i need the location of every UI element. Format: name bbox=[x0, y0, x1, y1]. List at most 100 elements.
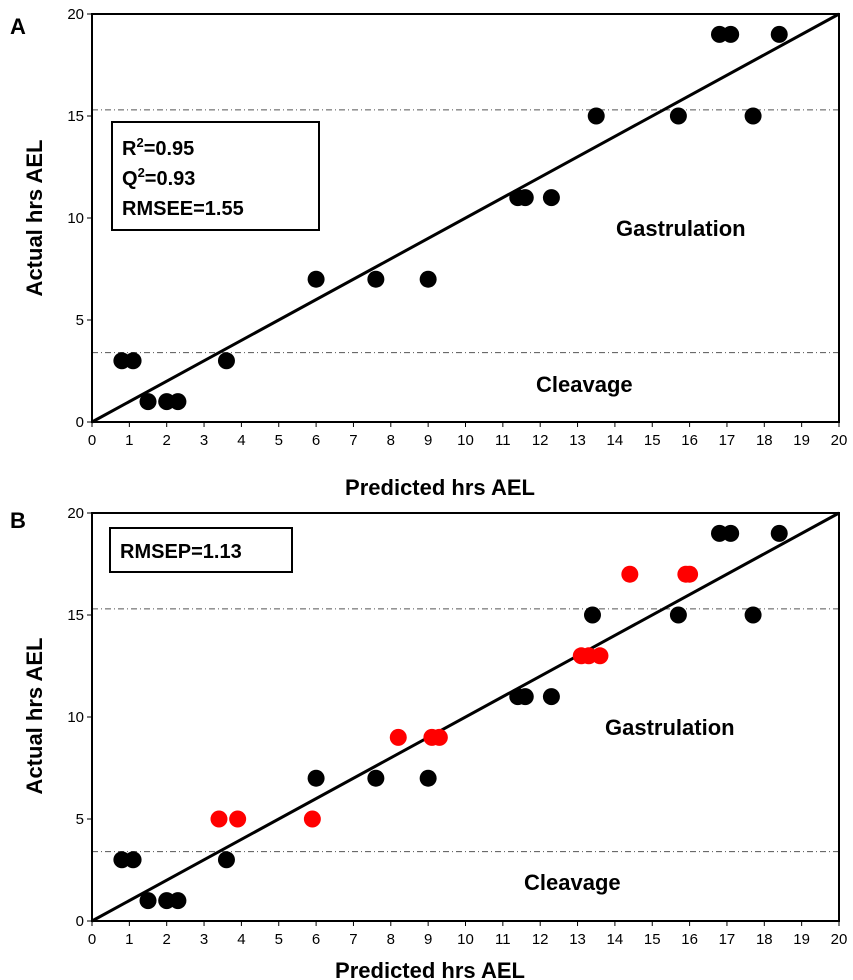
panel-b-series-0-point-2 bbox=[139, 892, 157, 910]
panel-b-series-0-point-6 bbox=[307, 769, 325, 787]
panel-b-series-1-point-5 bbox=[430, 728, 448, 746]
panel-a-gastrulation-label: Gastrulation bbox=[616, 216, 746, 241]
panel-a-series-0-point-8 bbox=[419, 270, 437, 288]
panel-a-series-0-point-2 bbox=[139, 393, 157, 411]
panel-a-series-0-point-4 bbox=[169, 393, 187, 411]
panel-b-x-tick-label-4: 4 bbox=[237, 931, 245, 948]
panel-a-y-tick-label-5: 5 bbox=[76, 312, 84, 329]
panel-b-x-tick-label-16: 16 bbox=[681, 931, 698, 948]
panel-b-x-tick-label-14: 14 bbox=[607, 931, 624, 948]
panel-b-series-0-point-1 bbox=[124, 851, 142, 869]
panel-a-x-tick-label-14: 14 bbox=[607, 432, 624, 449]
panel-b-identity-line bbox=[91, 511, 840, 923]
panel-a-x-tick-label-3: 3 bbox=[200, 432, 208, 449]
panel-a-x-tick-label-5: 5 bbox=[275, 432, 283, 449]
panel-b-x-axis-label: Predicted hrs AEL bbox=[335, 958, 525, 980]
panel-b-series-1-point-1 bbox=[229, 810, 247, 828]
panel-a-series-0-point-17 bbox=[770, 25, 788, 43]
panel-b-x-tick-label-12: 12 bbox=[532, 931, 549, 948]
panel-a-plot-frame bbox=[91, 13, 840, 423]
panel-a-y-tick-label-15: 15 bbox=[67, 108, 84, 125]
panel-a-x-axis-label: Predicted hrs AEL bbox=[345, 475, 535, 500]
panel-a-r2-label: R bbox=[122, 138, 137, 160]
panel-b-plot-frame bbox=[91, 512, 840, 922]
panel-b-x-tick-label-20: 20 bbox=[831, 931, 848, 948]
panel-a-x-tick-label-19: 19 bbox=[793, 432, 810, 449]
panel-b-x-tick-label-0: 0 bbox=[88, 931, 96, 948]
panel-b-x-tick-label-2: 2 bbox=[163, 931, 171, 948]
panel-b-x-tick-label-9: 9 bbox=[424, 931, 432, 948]
panel-b-rmsep-stat: RMSEP=1.13 bbox=[120, 541, 242, 563]
panel-a-cleavage-label: Cleavage bbox=[536, 372, 633, 397]
panel-a-series-0-point-5 bbox=[217, 352, 235, 370]
panel-b-x-tick-label-18: 18 bbox=[756, 931, 773, 948]
panel-a-x-tick-label-9: 9 bbox=[424, 432, 432, 449]
panel-b: B 0 1 2 3 4 5 6 7 8 9 10 11 12 13 14 15 16 17 18 19 20051015… bbox=[10, 505, 847, 980]
panel-a-series-0-point-12 bbox=[587, 107, 605, 125]
panel-a-stats-frame bbox=[111, 121, 320, 231]
panel-a-series-0-point-16 bbox=[744, 107, 762, 125]
panel-b-x-tick-label-1: 1 bbox=[125, 931, 133, 948]
panel-a-x-tick-label-18: 18 bbox=[756, 432, 773, 449]
panel-b-y-tick-label-0: 0 bbox=[76, 913, 84, 930]
panel-a-q2-superscript: 2 bbox=[138, 165, 145, 180]
panel-a-stats-box: R2=0.95 Q2=0.93 RMSEE=1.55 bbox=[111, 121, 320, 231]
panel-b-x-tick-label-13: 13 bbox=[569, 931, 586, 948]
panel-a-q2-label: Q bbox=[122, 168, 138, 190]
panel-a-series-0-point-6 bbox=[307, 270, 325, 288]
panel-b-series-1-point-8 bbox=[591, 647, 609, 665]
panel-a-identity-line bbox=[91, 12, 840, 424]
panel-b-series-0-point-17 bbox=[770, 524, 788, 542]
panel-a-x-tick-label-4: 4 bbox=[237, 432, 245, 449]
panel-a-q2-stat: Q2=0.93 bbox=[122, 165, 195, 190]
panel-b-stats-box: RMSEP=1.13 bbox=[109, 527, 293, 573]
panel-a-r2-stat: R2=0.95 bbox=[122, 135, 194, 160]
panel-a-x-tick-label-1: 1 bbox=[125, 432, 133, 449]
panel-b-series-1-point-9 bbox=[621, 565, 639, 583]
panel-a-x-tick-label-17: 17 bbox=[719, 432, 736, 449]
panel-b-x-tick-label-17: 17 bbox=[719, 931, 736, 948]
panel-a-x-tick-label-10: 10 bbox=[457, 432, 474, 449]
panel-a-y-axis-label: Actual hrs AEL bbox=[22, 140, 47, 297]
panel-b-label: B bbox=[10, 508, 26, 533]
panel-b-x-tick-label-6: 6 bbox=[312, 931, 320, 948]
panel-b-series-0-point-16 bbox=[744, 606, 762, 624]
panel-a-x-tick-label-7: 7 bbox=[349, 432, 357, 449]
panel-a-rmsee-stat: RMSEE=1.55 bbox=[122, 198, 244, 220]
panel-b-series-0-point-8 bbox=[419, 769, 437, 787]
panel-a-x-tick-label-20: 20 bbox=[831, 432, 848, 449]
panel-a-label: A bbox=[10, 14, 26, 39]
panel-a-r2-value: =0.95 bbox=[144, 138, 195, 160]
panel-b-series-1-point-0 bbox=[210, 810, 228, 828]
panel-b-gastrulation-label: Gastrulation bbox=[605, 715, 735, 740]
panel-a-x-tick-label-6: 6 bbox=[312, 432, 320, 449]
panel-b-series-1-point-3 bbox=[389, 728, 407, 746]
panel-a-y-tick-label-0: 0 bbox=[76, 414, 84, 431]
panel-b-y-axis-label: Actual hrs AEL bbox=[22, 638, 47, 795]
panel-b-y-tick-label-5: 5 bbox=[76, 811, 84, 828]
panel-a-y-tick-label-20: 20 bbox=[67, 6, 84, 23]
panel-a-x-tick-label-2: 2 bbox=[163, 432, 171, 449]
panel-b-y-tick-label-10: 10 bbox=[67, 709, 84, 726]
panel-b-x-tick-label-7: 7 bbox=[349, 931, 357, 948]
panel-a-series-0-point-15 bbox=[722, 25, 740, 43]
panel-a-x-tick-label-15: 15 bbox=[644, 432, 661, 449]
panel-a: A 0 1 2 3 4 5 6 7 8 9 10 11 12 13 14 15 16 17 18 19 20051015… bbox=[10, 6, 847, 500]
panel-a-series-0-point-7 bbox=[367, 270, 385, 288]
panel-b-series-0-point-7 bbox=[367, 769, 385, 787]
panel-b-series-0-point-10 bbox=[516, 688, 534, 706]
panel-b-series-0-point-4 bbox=[169, 892, 187, 910]
panel-a-x-tick-label-12: 12 bbox=[532, 432, 549, 449]
panel-b-x-tick-label-19: 19 bbox=[793, 931, 810, 948]
panel-b-y-tick-label-20: 20 bbox=[67, 505, 84, 522]
panel-b-y-tick-label-15: 15 bbox=[67, 607, 84, 624]
panel-b-x-tick-label-11: 11 bbox=[495, 931, 511, 948]
panel-b-x-tick-label-10: 10 bbox=[457, 931, 474, 948]
panel-a-x-tick-label-16: 16 bbox=[681, 432, 698, 449]
panel-b-series-1-point-11 bbox=[681, 565, 699, 583]
panel-a-series-0-point-13 bbox=[669, 107, 687, 125]
panel-a-series-0-point-10 bbox=[516, 189, 534, 207]
